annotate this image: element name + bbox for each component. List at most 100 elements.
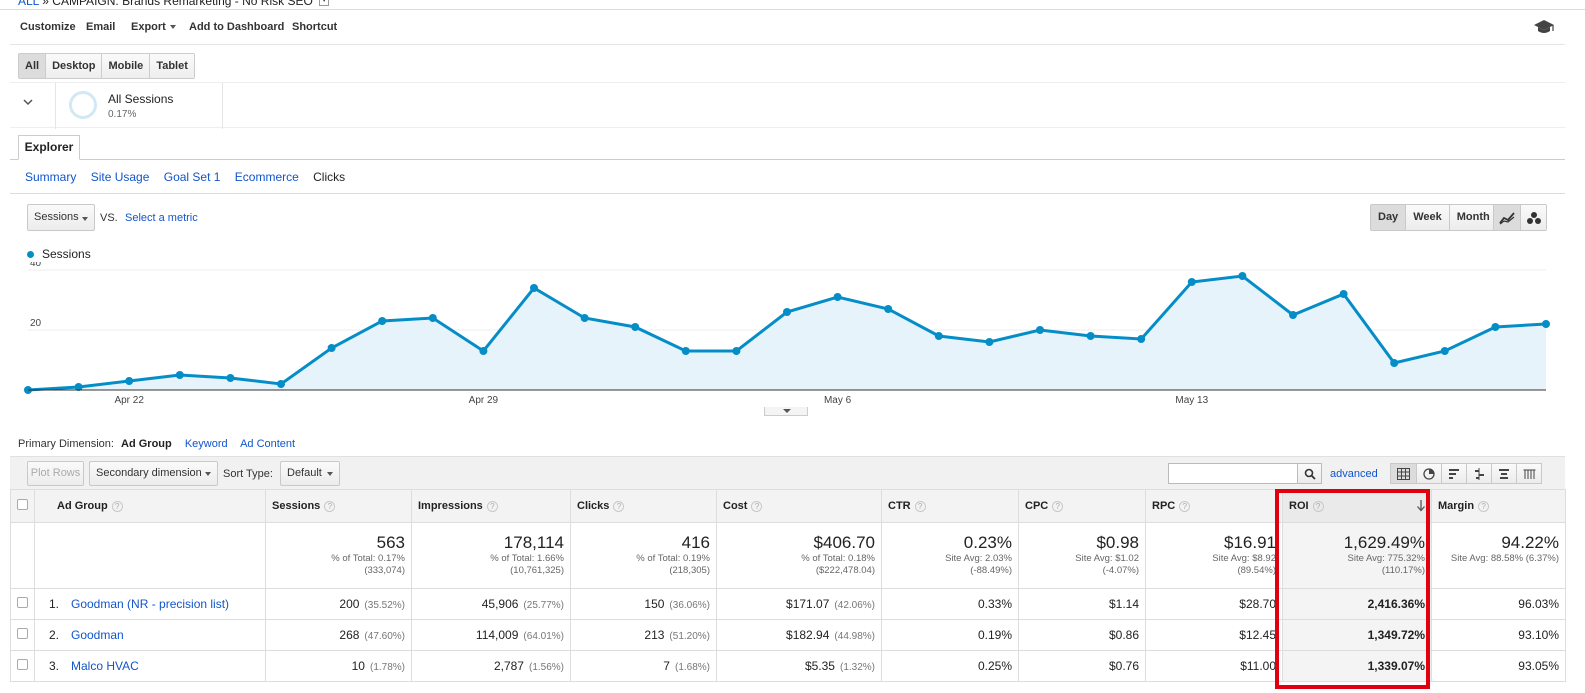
- totals-empty-cell: [10, 522, 35, 589]
- ad-group-link[interactable]: Goodman: [71, 628, 124, 642]
- sessions-chart[interactable]: 20 40 Apr 22 Apr 29 May 6 May 13: [0, 262, 1565, 407]
- help-icon[interactable]: ?: [751, 500, 763, 512]
- search-button[interactable]: [1298, 463, 1322, 484]
- chart-collapse-handle[interactable]: [764, 407, 808, 416]
- data-point: [479, 347, 488, 355]
- cpc-cell: $1.14: [1018, 588, 1146, 620]
- secondary-dimension-select[interactable]: Secondary dimension: [89, 461, 218, 486]
- help-icon[interactable]: ?: [324, 500, 336, 512]
- vs-label: VS.: [100, 212, 118, 224]
- pie-chart-icon: [1423, 467, 1435, 480]
- chevron-down-icon: [327, 472, 333, 476]
- data-point: [1491, 323, 1500, 331]
- col-sessions[interactable]: Sessions?: [265, 489, 412, 523]
- impressions-value: 45,906: [481, 597, 519, 611]
- sort-descending-icon: [1417, 500, 1425, 512]
- help-icon[interactable]: ?: [1179, 500, 1191, 512]
- sessions-cell: 268 (47.60%): [265, 619, 412, 651]
- period-day-button[interactable]: Day: [1371, 205, 1406, 230]
- subtab-summary[interactable]: Summary: [25, 170, 77, 184]
- primary-dimension-ad-content[interactable]: Ad Content: [240, 438, 296, 450]
- shortcut-button[interactable]: Shortcut: [292, 21, 338, 33]
- view-term-cloud-button[interactable]: [1491, 464, 1516, 483]
- table-search-input[interactable]: [1168, 463, 1298, 484]
- row-checkbox-cell: [10, 650, 35, 682]
- sort-type-select[interactable]: Default: [280, 461, 340, 486]
- breadcrumb: ALL » CAMPAIGN: Brands Remarketing - No …: [0, 0, 1585, 10]
- customize-button[interactable]: Customize: [20, 21, 76, 33]
- data-point: [226, 374, 235, 382]
- data-point: [833, 293, 842, 301]
- total-value: $16.91: [1224, 533, 1276, 552]
- col-roi[interactable]: ROI?: [1282, 489, 1432, 523]
- cost-cell: $171.07 (42.06%): [716, 588, 882, 620]
- col-clicks[interactable]: Clicks?: [570, 489, 717, 523]
- clicks-value: 213: [644, 628, 665, 642]
- view-percentage-button[interactable]: [1416, 464, 1441, 483]
- col-cost[interactable]: Cost?: [716, 489, 882, 523]
- col-rpc[interactable]: RPC?: [1145, 489, 1283, 523]
- export-button[interactable]: Export: [131, 21, 176, 33]
- tab-explorer[interactable]: Explorer: [18, 135, 80, 160]
- motion-chart-button[interactable]: [1520, 205, 1546, 230]
- advanced-filter-link[interactable]: advanced: [1330, 468, 1378, 480]
- device-tablet-button[interactable]: Tablet: [149, 54, 194, 78]
- col-cpc[interactable]: CPC?: [1018, 489, 1146, 523]
- col-ad-group-label: Ad Group: [57, 500, 108, 512]
- col-ad-group[interactable]: Ad Group?: [34, 489, 266, 523]
- subtab-ecommerce[interactable]: Ecommerce: [234, 170, 299, 184]
- row-index: 2.: [49, 628, 60, 642]
- data-point: [1036, 326, 1044, 334]
- line-chart-button[interactable]: [1494, 205, 1520, 230]
- select-all-checkbox[interactable]: [17, 499, 28, 510]
- help-icon[interactable]: ?: [613, 500, 625, 512]
- period-month-button[interactable]: Month: [1448, 205, 1497, 230]
- view-comparison-button[interactable]: [1466, 464, 1491, 483]
- device-mobile-button[interactable]: Mobile: [101, 54, 150, 78]
- add-to-dashboard-button[interactable]: Add to Dashboard: [189, 21, 285, 33]
- select-all-cell: [10, 489, 35, 523]
- breadcrumb-all-link[interactable]: ALL: [18, 0, 39, 8]
- row-checkbox[interactable]: [17, 659, 28, 670]
- data-point: [1542, 320, 1550, 328]
- help-icon[interactable]: ?: [111, 500, 123, 512]
- view-performance-button[interactable]: [1441, 464, 1466, 483]
- data-point: [378, 317, 387, 325]
- subtab-site-usage[interactable]: Site Usage: [90, 170, 150, 184]
- help-icon[interactable]: ?: [1312, 500, 1324, 512]
- subtab-goal-set-1[interactable]: Goal Set 1: [163, 170, 221, 184]
- metric-select[interactable]: Sessions: [27, 204, 95, 231]
- help-icon[interactable]: ?: [1052, 500, 1064, 512]
- select-metric-link[interactable]: Select a metric: [125, 212, 198, 224]
- breadcrumb-dropdown-icon[interactable]: ▾: [319, 0, 330, 6]
- col-impressions[interactable]: Impressions?: [411, 489, 571, 523]
- ad-group-cell: 3. Malco HVAC: [34, 650, 266, 682]
- graduation-cap-icon[interactable]: [1533, 18, 1555, 36]
- ad-group-link[interactable]: Malco HVAC: [71, 659, 139, 673]
- line-chart-icon: [1499, 211, 1515, 224]
- col-margin[interactable]: Margin?: [1431, 489, 1566, 523]
- plot-rows-button[interactable]: Plot Rows: [27, 461, 84, 486]
- row-index: 3.: [49, 659, 60, 673]
- col-ctr[interactable]: CTR?: [881, 489, 1019, 523]
- ad-group-link[interactable]: Goodman (NR - precision list): [71, 597, 230, 611]
- data-point: [1238, 272, 1247, 280]
- sessions-cell: 10 (1.78%): [265, 650, 412, 682]
- period-week-button[interactable]: Week: [1405, 205, 1449, 230]
- help-icon[interactable]: ?: [1478, 500, 1490, 512]
- device-desktop-button[interactable]: Desktop: [45, 54, 102, 78]
- help-icon[interactable]: ?: [486, 500, 498, 512]
- email-button[interactable]: Email: [86, 21, 116, 33]
- subtab-clicks[interactable]: Clicks: [313, 170, 346, 184]
- row-checkbox[interactable]: [17, 628, 28, 639]
- row-checkbox[interactable]: [17, 597, 28, 608]
- device-all-button[interactable]: All: [19, 54, 46, 78]
- help-icon[interactable]: ?: [914, 500, 926, 512]
- primary-dimension-keyword[interactable]: Keyword: [184, 438, 228, 450]
- chevron-down-icon[interactable]: [23, 97, 33, 107]
- view-data-button[interactable]: [1391, 464, 1416, 483]
- explorer-subtabs: Summary Site Usage Goal Set 1 Ecommerce …: [25, 170, 356, 184]
- clicks-cell: 213 (51.20%): [570, 619, 717, 651]
- segment-name[interactable]: All Sessions: [108, 92, 174, 106]
- view-pivot-button[interactable]: [1516, 464, 1541, 483]
